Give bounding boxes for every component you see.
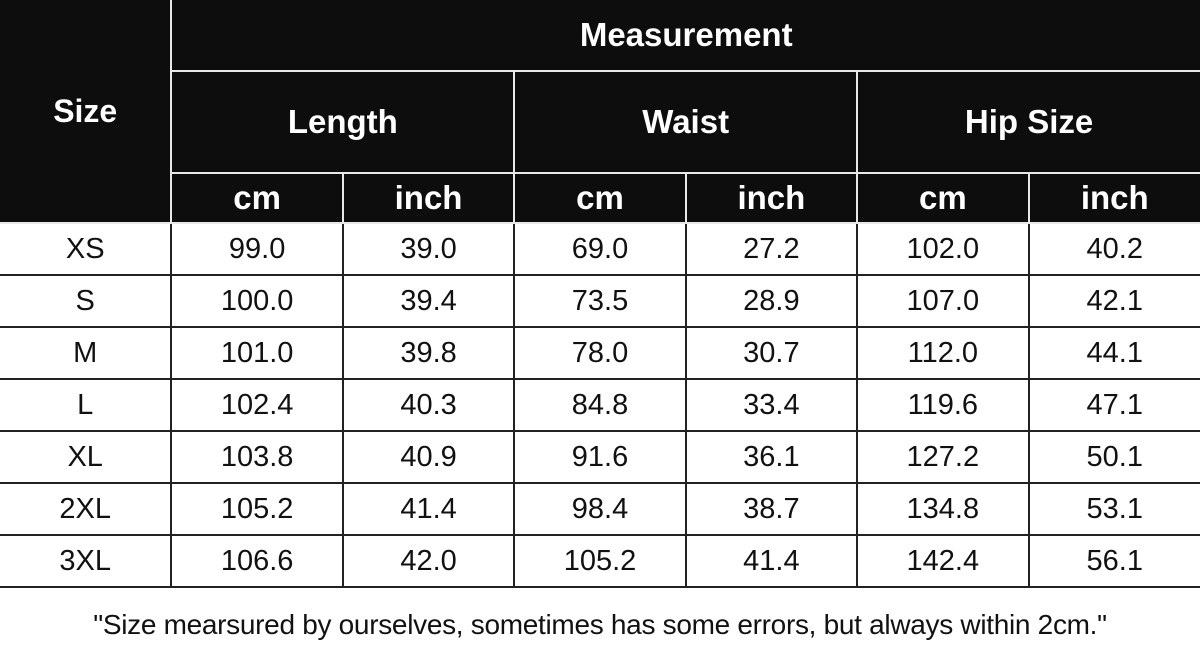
value-cell: 127.2 [856,430,1030,484]
value-cell: 105.2 [513,534,687,588]
table-row: XL 103.8 40.9 91.6 36.1 127.2 50.1 [0,430,1200,484]
table-row: L 102.4 40.3 84.8 33.4 119.6 47.1 [0,378,1200,432]
value-cell: 33.4 [684,378,859,432]
unit-header: inch [341,172,516,224]
value-cell: 100.0 [170,274,344,328]
table-row: M 101.0 39.8 78.0 30.7 112.0 44.1 [0,326,1200,380]
unit-header: inch [684,172,859,224]
measurement-header: Measurement [170,0,1200,72]
size-cell: 2XL [0,482,173,536]
value-cell: 112.0 [856,326,1030,380]
value-cell: 134.8 [856,482,1030,536]
value-cell: 56.1 [1027,534,1200,588]
value-cell: 39.0 [341,222,516,276]
value-cell: 41.4 [684,534,859,588]
value-cell: 78.0 [513,326,687,380]
unit-header: inch [1027,172,1200,224]
size-cell: XL [0,430,173,484]
value-cell: 42.0 [341,534,516,588]
value-cell: 41.4 [341,482,516,536]
size-note: "Size mearsured by ourselves, sometimes … [93,609,1107,640]
value-cell: 36.1 [684,430,859,484]
unit-header: cm [171,172,344,224]
value-cell: 69.0 [513,222,687,276]
value-cell: 27.2 [684,222,859,276]
value-cell: 53.1 [1027,482,1200,536]
value-cell: 30.7 [684,326,859,380]
size-cell: M [0,326,173,380]
value-cell: 42.1 [1027,274,1200,328]
value-cell: 47.1 [1027,378,1200,432]
value-cell: 39.8 [341,326,516,380]
size-cell: L [0,378,173,432]
value-cell: 101.0 [170,326,344,380]
value-cell: 73.5 [513,274,687,328]
value-cell: 28.9 [684,274,859,328]
value-cell: 106.6 [170,534,344,588]
size-header: Size [0,0,173,224]
value-cell: 40.3 [341,378,516,432]
table-body: XS 99.0 39.0 69.0 27.2 102.0 40.2 S 100.0 39.4 73.… [0,222,1200,588]
value-cell: 50.1 [1027,430,1200,484]
value-cell: 40.2 [1027,222,1200,276]
size-chart-table: Size Measurement Length Waist Hip Size c… [0,0,1200,588]
value-cell: 38.7 [684,482,859,536]
table-row: 3XL 106.6 42.0 105.2 41.4 142.4 56.1 [0,534,1200,588]
value-cell: 105.2 [170,482,344,536]
value-cell: 98.4 [513,482,687,536]
value-cell: 142.4 [856,534,1030,588]
value-cell: 102.4 [170,378,344,432]
value-cell: 102.0 [856,222,1030,276]
size-cell: S [0,274,173,328]
value-cell: 44.1 [1027,326,1200,380]
unit-header: cm [513,172,687,224]
waist-header: Waist [513,70,859,174]
value-cell: 99.0 [170,222,344,276]
value-cell: 40.9 [341,430,516,484]
table-row: 2XL 105.2 41.4 98.4 38.7 134.8 53.1 [0,482,1200,536]
length-header: Length [171,70,516,174]
table-row: S 100.0 39.4 73.5 28.9 107.0 42.1 [0,274,1200,328]
value-cell: 103.8 [170,430,344,484]
value-cell: 119.6 [856,378,1030,432]
value-cell: 107.0 [856,274,1030,328]
hip-size-header: Hip Size [856,70,1200,174]
unit-header: cm [856,172,1030,224]
value-cell: 39.4 [341,274,516,328]
value-cell: 84.8 [513,378,687,432]
size-cell: XS [0,222,173,276]
table-row: XS 99.0 39.0 69.0 27.2 102.0 40.2 [0,222,1200,276]
size-cell: 3XL [0,534,173,588]
value-cell: 91.6 [513,430,687,484]
